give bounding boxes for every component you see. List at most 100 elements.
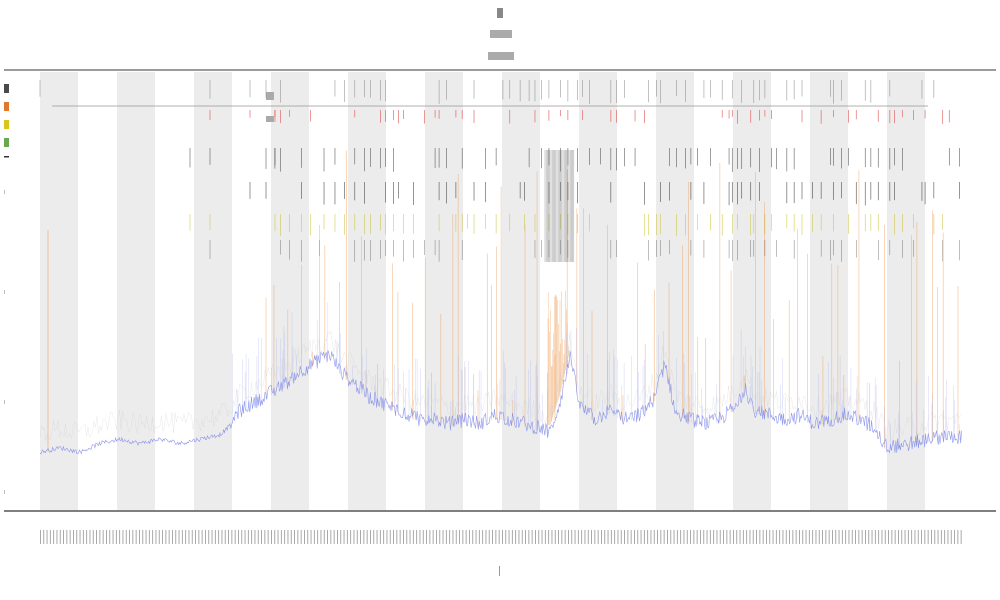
x-tick-mark [756, 530, 757, 544]
x-tick-mark [53, 530, 55, 544]
event-markers [39, 80, 960, 262]
x-tick-mark [643, 530, 645, 544]
x-tick-mark [581, 530, 583, 544]
x-tick-mark [508, 530, 510, 544]
x-tick-mark [409, 530, 411, 544]
shaded-bands [40, 72, 925, 510]
x-tick-mark [82, 530, 84, 544]
x-tick-mark [455, 530, 457, 544]
x-tick-mark [518, 530, 520, 544]
x-tick-mark [241, 530, 243, 544]
x-tick-mark [287, 530, 289, 544]
x-tick-mark [835, 530, 837, 544]
x-tick-mark [482, 530, 484, 544]
x-tick-mark [208, 530, 210, 544]
x-tick-mark [548, 530, 550, 544]
x-tick-mark [888, 530, 889, 544]
x-tick-mark [676, 530, 678, 544]
x-tick-mark [630, 530, 632, 544]
x-tick-mark [805, 530, 807, 544]
x-tick-mark [320, 530, 322, 544]
x-tick-mark [650, 530, 652, 544]
x-tick-mark [195, 530, 196, 544]
x-tick-mark [719, 530, 721, 544]
x-tick-mark [709, 530, 711, 544]
x-tick-mark [432, 530, 434, 544]
x-tick-mark [832, 530, 833, 544]
x-tick-mark [571, 530, 573, 544]
x-tick-mark [86, 530, 88, 544]
x-tick-mark [577, 530, 579, 544]
x-tick-mark [284, 530, 286, 544]
x-tick-mark [356, 530, 358, 544]
x-tick-mark [789, 530, 790, 544]
x-tick-mark [706, 530, 708, 544]
shaded-band [733, 72, 771, 510]
x-tick-mark [673, 530, 675, 544]
x-tick-mark [808, 530, 810, 544]
x-tick-mark [729, 530, 731, 544]
x-tick-mark [132, 530, 134, 544]
x-tick-mark [436, 530, 437, 544]
x-tick-mark [670, 530, 672, 544]
x-tick-mark [221, 530, 223, 544]
shaded-band [502, 72, 540, 510]
x-tick-mark [63, 530, 64, 544]
y-tick-mark [4, 490, 5, 494]
x-tick-mark [109, 530, 111, 544]
x-tick-mark [257, 530, 259, 544]
x-tick-mark [703, 530, 705, 544]
x-tick-mark [191, 530, 193, 544]
x-tick-mark [264, 530, 266, 544]
x-tick-mark [779, 530, 781, 544]
x-tick-mark [271, 530, 272, 544]
x-tick-mark [502, 530, 503, 544]
legend-swatch [4, 138, 9, 147]
x-tick-mark [940, 530, 942, 544]
x-tick-mark [855, 530, 856, 544]
x-tick-mark [313, 530, 315, 544]
x-tick-mark [307, 530, 309, 544]
shaded-band [117, 72, 155, 510]
x-tick-mark [845, 530, 847, 544]
x-tick-mark [422, 530, 424, 544]
x-tick-mark [403, 530, 404, 544]
x-tick-mark [261, 530, 262, 544]
x-tick-mark [135, 530, 137, 544]
x-tick-mark [277, 530, 279, 544]
x-tick-mark [231, 530, 233, 544]
x-axis-mark [499, 566, 500, 576]
x-tick-mark [218, 530, 220, 544]
subtitle-mark [488, 52, 514, 60]
subtitle-mark [490, 30, 512, 38]
x-tick-mark [614, 530, 616, 544]
x-tick-mark [881, 530, 883, 544]
x-tick-mark [389, 530, 391, 544]
x-tick-mark [663, 530, 665, 544]
x-tick-mark [696, 530, 698, 544]
x-tick-mark [330, 530, 332, 544]
x-tick-mark [412, 530, 414, 544]
x-tick-mark [211, 530, 213, 544]
x-tick-mark [449, 530, 451, 544]
x-tick-mark [214, 530, 216, 544]
x-tick-mark [294, 530, 295, 544]
x-tick-mark [561, 530, 563, 544]
x-tick-mark [713, 530, 715, 544]
x-tick-mark [76, 530, 78, 544]
x-tick-mark [927, 530, 929, 544]
x-tick-mark [429, 530, 431, 544]
x-tick-mark [848, 530, 850, 544]
x-tick-mark [878, 530, 880, 544]
x-tick-mark [115, 530, 117, 544]
x-tick-mark [366, 530, 368, 544]
shaded-band [425, 72, 463, 510]
x-tick-mark [921, 530, 922, 544]
legend-swatch [4, 102, 9, 111]
x-tick-mark [73, 530, 74, 544]
x-tick-mark [858, 530, 860, 544]
x-tick-mark [617, 530, 619, 544]
x-tick-mark [637, 530, 639, 544]
x-tick-mark [610, 530, 612, 544]
